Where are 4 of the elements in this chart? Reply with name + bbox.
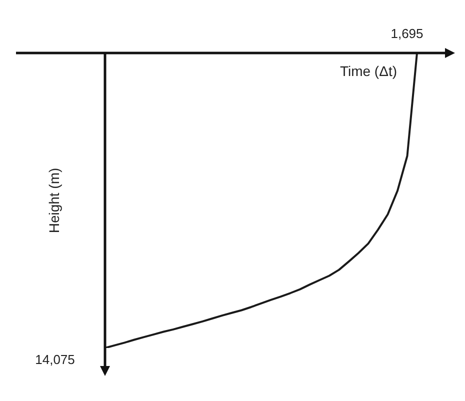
text: 14,075 — [35, 352, 75, 368]
y-axis-title: Height (m) — [46, 168, 62, 234]
text: 1,695 — [390, 26, 424, 42]
x-axis-title: Time (Δt) — [340, 62, 397, 79]
